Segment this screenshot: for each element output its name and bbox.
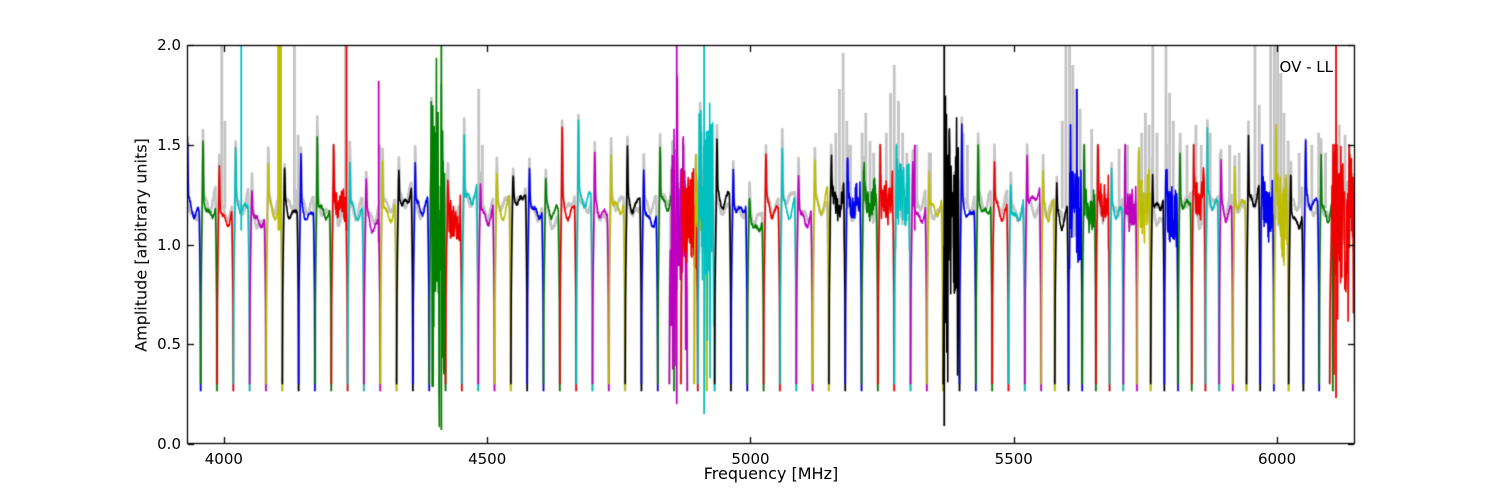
x-tick-label-6000: 6000: [1257, 450, 1297, 468]
y-tick-label-2.0: 2.0: [157, 36, 181, 54]
x-axis-label: Frequency [MHz]: [703, 464, 839, 483]
x-tick-label-4000: 4000: [204, 450, 243, 468]
y-tick-label-1.0: 1.0: [157, 235, 181, 254]
station-annotation: OV - LL: [1279, 58, 1333, 76]
x-tick-label-5000: 5000: [731, 450, 770, 468]
x-tick-label-5500: 5500: [994, 450, 1033, 468]
y-tick-label-1.5: 1.5: [157, 135, 181, 154]
x-tick-label-4500: 4500: [468, 450, 507, 468]
y-tick-label-0.0: 0.0: [157, 435, 181, 453]
y-tick-label-0.5: 0.5: [157, 335, 181, 354]
